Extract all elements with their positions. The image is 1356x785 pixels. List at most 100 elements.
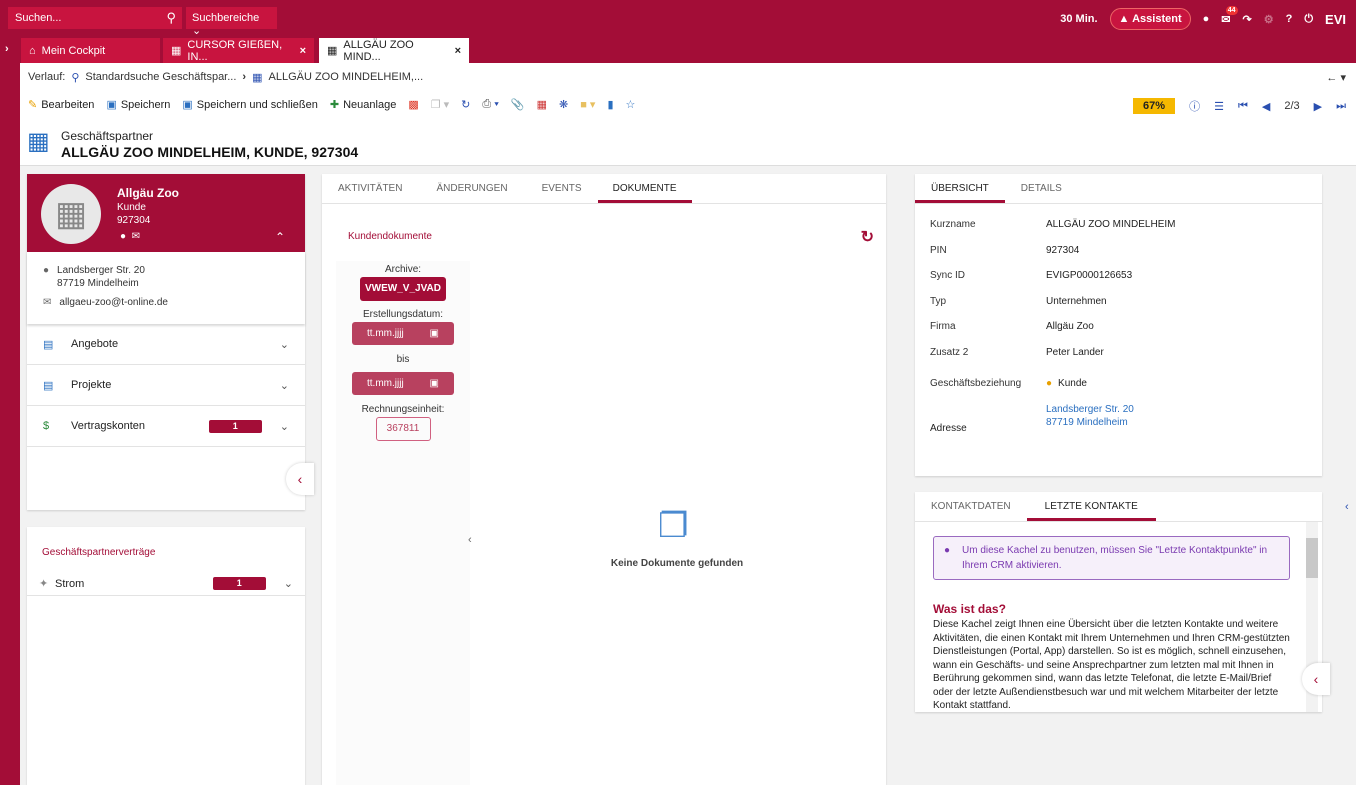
expand-panel-icon[interactable]: ‹ [1345, 501, 1349, 513]
save-close-button[interactable]: ▣ Speichern und schließen [182, 98, 317, 111]
business-partner-icon: ▦ [27, 128, 50, 155]
section-vertragskonten[interactable]: $ Vertragskonten 1 ⌄ [27, 406, 305, 447]
tab-kontaktdaten[interactable]: KONTAKTDATEN [931, 501, 1011, 512]
next-record-icon[interactable]: ▶ [1313, 100, 1323, 113]
tab-letzte-kontakte[interactable]: LETZTE KONTAKTE [1026, 492, 1156, 521]
date-from-input[interactable]: tt.mm.jjjj ▣ [352, 322, 454, 345]
completeness-badge: 67% [1133, 98, 1176, 114]
search-scope-dropdown[interactable]: Suchbereiche ⌄ [186, 7, 277, 37]
save-label: Speichern [120, 99, 171, 111]
redo-icon[interactable]: ↷ [1242, 13, 1252, 26]
power-icon[interactable]: ⏻ [1304, 12, 1314, 25]
page-title: ALLGÄU ZOO MINDELHEIM, KUNDE, 927304 [61, 144, 359, 160]
refresh-icon[interactable]: ↻ [461, 99, 471, 111]
inbox-icon[interactable]: ✉ 44 [1221, 5, 1238, 26]
address-link[interactable]: Landsberger Str. 20 [1046, 403, 1134, 415]
contracts-card: Geschäftspartnerverträge ✦ Strom 1 ⌄ [27, 527, 305, 785]
plus-circle-icon: ✚ [329, 99, 340, 111]
date-to-input[interactable]: tt.mm.jjjj ▣ [352, 372, 454, 395]
main-content: Verlauf: ⚲ Standardsuche Geschäftspar...… [20, 63, 1356, 785]
chevron-down-icon: ⌄ [283, 578, 293, 590]
calendar-icon[interactable]: ▣ [429, 328, 439, 339]
tab-events[interactable]: EVENTS [541, 183, 582, 194]
attachment-icon[interactable]: 📎 [510, 99, 525, 111]
calendar-icon[interactable]: ▣ [429, 378, 439, 389]
unit-label: Rechnungseinheit: [361, 404, 445, 415]
star-icon[interactable]: ☆ [625, 99, 636, 111]
location-icon[interactable]: ● ✉ [120, 231, 140, 242]
email-link[interactable]: allgaeu-zoo@t-online.de [59, 297, 168, 308]
tab-aktivitaeten[interactable]: AKTIVITÄTEN [338, 183, 403, 194]
history-back-icon[interactable]: ← ▾ [1326, 72, 1346, 84]
address-link[interactable]: 87719 Mindelheim [1046, 416, 1128, 428]
field-label: Kurzname [930, 219, 976, 231]
brand-logo: EVI [1325, 11, 1346, 27]
documents-panel: AKTIVITÄTEN ÄNDERUNGEN EVENTS DOKUMENTE … [322, 174, 886, 785]
search-input[interactable]: Suchen... ⚲ [8, 7, 182, 29]
breadcrumb-item[interactable]: ALLGÄU ZOO MINDELHEIM,... [268, 71, 424, 83]
calendar-icon[interactable]: ▦ [536, 99, 547, 111]
support-icon[interactable]: ⚙ [1263, 13, 1274, 26]
last-record-icon[interactable]: ⏭ [1336, 99, 1346, 112]
bookmark-add-icon[interactable]: ▮ [607, 99, 614, 111]
tab-dokumente[interactable]: DOKUMENTE [597, 174, 692, 203]
date-placeholder: tt.mm.jjjj [367, 378, 404, 389]
menu-icon[interactable]: ☰ [1214, 100, 1224, 113]
info-icon[interactable]: ⓘ [1189, 101, 1201, 113]
search-icon[interactable]: ⚲ [166, 10, 176, 25]
tab-details[interactable]: DETAILS [1020, 183, 1062, 194]
new-label: Neuanlage [343, 99, 397, 111]
search-scope-label: Suchbereiche [192, 12, 260, 24]
save-close-icon: ▣ [182, 99, 193, 111]
tab-mein-cockpit[interactable]: ⌂ Mein Cockpit [21, 38, 160, 63]
tab-aenderungen[interactable]: ÄNDERUNGEN [436, 183, 508, 194]
breadcrumb-item[interactable]: Standardsuche Geschäftspar... [85, 71, 237, 83]
trash-icon[interactable]: ▩ [408, 99, 419, 111]
location-icon: ● [43, 265, 50, 276]
home-icon: ⌂ [29, 44, 36, 57]
refresh-icon[interactable]: ↻ [860, 229, 874, 246]
archive-button[interactable]: VWEW_V_JVAD [360, 277, 446, 301]
contacts-tabs: KONTAKTDATEN LETZTE KONTAKTE [915, 492, 1322, 522]
collapse-right-icon[interactable]: ‹ [1302, 663, 1330, 695]
section-angebote[interactable]: ▤ Angebote ⌄ [27, 324, 305, 365]
top-actions: 30 Min. ▲ Assistent ● ✉ 44 ↷ ⚙ ? ⏻ EVI [1060, 5, 1346, 30]
edit-label: Bearbeiten [41, 99, 95, 111]
count-badge: 1 [208, 419, 262, 433]
contract-label: Strom [55, 577, 85, 590]
collapse-filter-icon[interactable]: ‹ [468, 534, 472, 546]
field-label: Zusatz 2 [930, 346, 969, 358]
new-button[interactable]: ✚ Neuanlage [330, 98, 396, 111]
assistant-button[interactable]: ▲ Assistent [1109, 8, 1191, 30]
copy-icon[interactable]: ❐ ▾ [430, 99, 450, 111]
field-label: Adresse [930, 422, 967, 434]
print-icon[interactable]: ⎙ ▾ [482, 98, 499, 110]
date-to-label: bis [396, 354, 410, 365]
contract-item[interactable]: ✦ Strom 1 ⌄ [27, 572, 305, 596]
network-icon[interactable]: ❋ [558, 99, 569, 111]
expand-sidebar-icon[interactable]: › [5, 43, 9, 55]
field-label: Typ [930, 295, 947, 307]
lock-icon[interactable]: ■ ▾ [580, 99, 596, 111]
help-icon[interactable]: ? [1285, 13, 1293, 25]
close-icon[interactable]: × [299, 44, 306, 57]
save-button[interactable]: ▣ Speichern [106, 98, 170, 111]
field-row: Typ Unternehmen [930, 289, 1307, 315]
filter-panel: Archive: VWEW_V_JVAD Erstellungsdatum: t… [336, 261, 470, 785]
close-icon[interactable]: × [454, 44, 461, 57]
business-partner-icon: ▦ [327, 45, 338, 57]
section-projekte[interactable]: ▤ Projekte ⌄ [27, 365, 305, 406]
middle-tabs: AKTIVITÄTEN ÄNDERUNGEN EVENTS DOKUMENTE [322, 174, 886, 204]
collapse-left-icon[interactable]: ‹ [286, 463, 314, 495]
tab-uebersicht[interactable]: ÜBERSICHT [915, 174, 1005, 203]
user-icon[interactable]: ● [1202, 13, 1210, 25]
date-from-label: Erstellungsdatum: [362, 309, 444, 320]
tab-allgaeu-zoo[interactable]: ▦ ALLGÄU ZOO MIND... × [319, 38, 469, 63]
first-record-icon[interactable]: ⏮ [1237, 99, 1248, 112]
field-row: Adresse Landsberger Str. 20 87719 Mindelhe… [930, 403, 1307, 434]
unit-chip[interactable]: 367811 [375, 417, 431, 441]
edit-button[interactable]: ✎ Bearbeiten [28, 98, 94, 111]
previous-record-icon[interactable]: ◀ [1261, 100, 1271, 113]
chevron-up-icon[interactable]: ⌃ [275, 230, 286, 244]
tab-cursor-giessen[interactable]: ▦ CURSOR GIEßEN, IN... × [163, 38, 314, 63]
